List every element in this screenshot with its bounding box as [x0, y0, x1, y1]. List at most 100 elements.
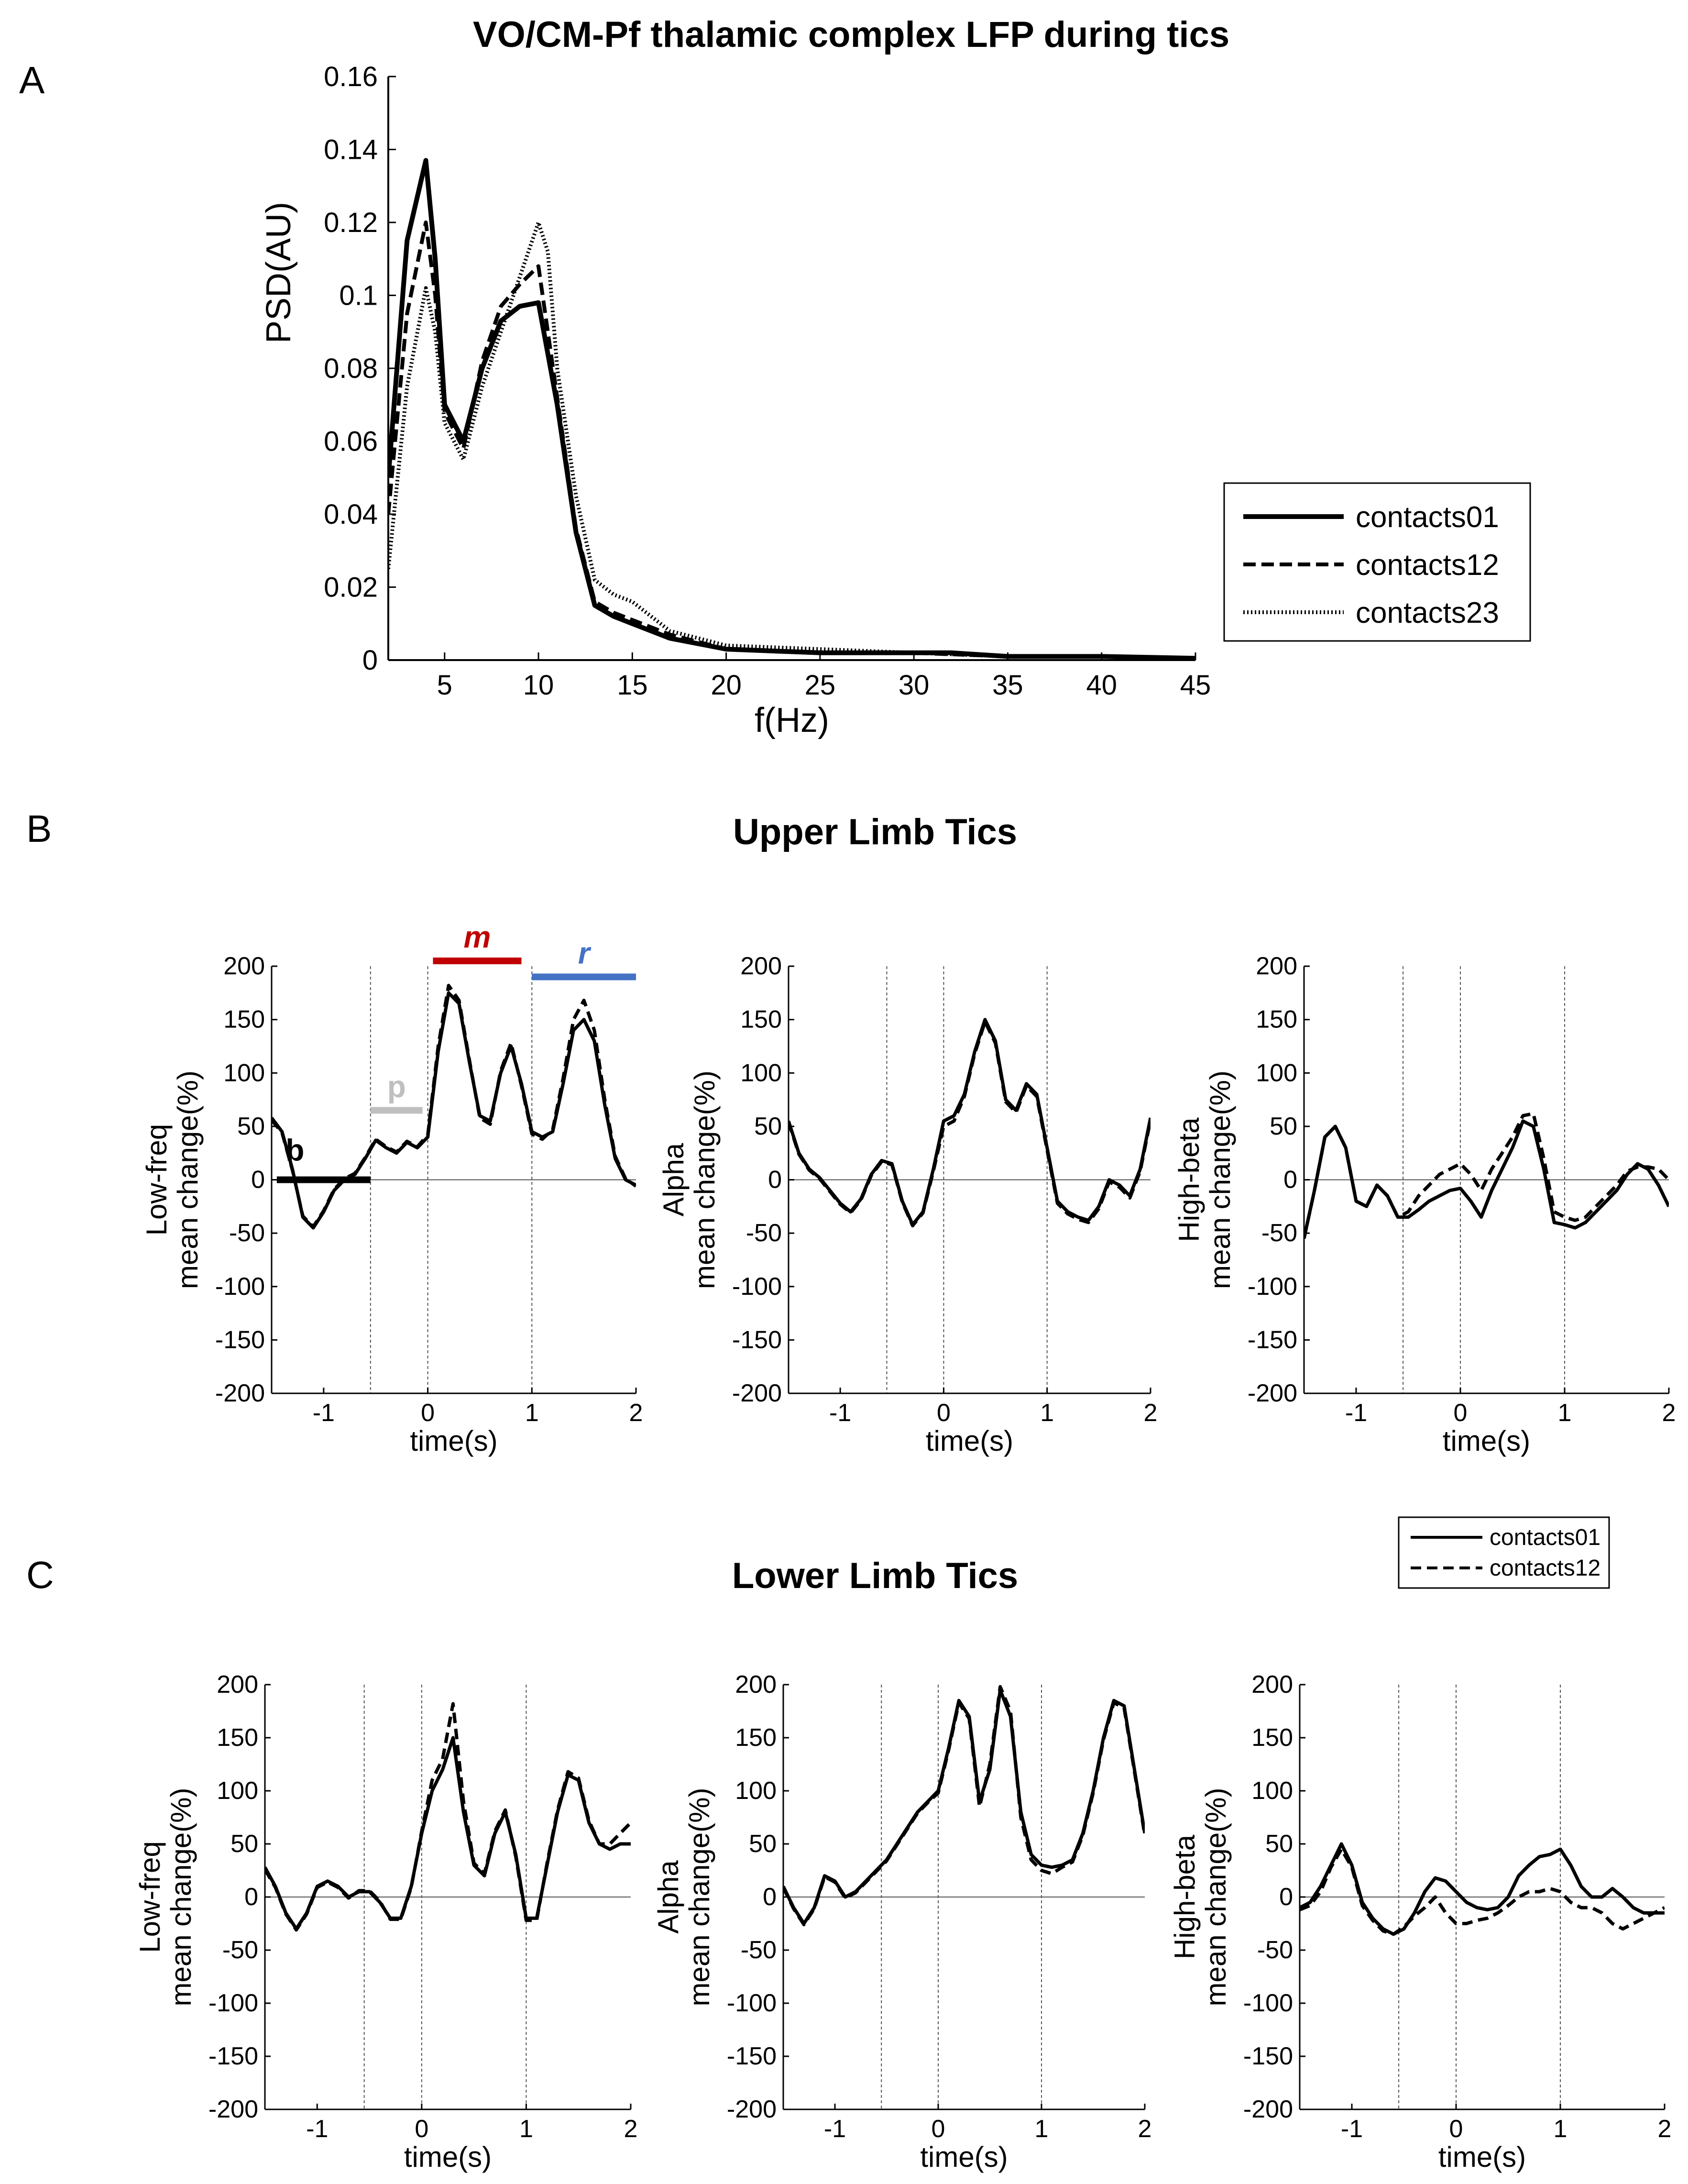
series-line-contacts12-dashed [789, 1020, 1151, 1227]
y-tick-label: 0 [1283, 1166, 1297, 1194]
y-tick-label: 0.02 [324, 572, 378, 603]
series-line-contacts01-solid [1304, 1119, 1669, 1239]
y-tick-label: -100 [727, 1989, 777, 2017]
panel-letter-c: C [26, 1554, 54, 1596]
y-tick-label: 0 [1279, 1883, 1293, 1911]
x-tick-label: 0 [1454, 1399, 1468, 1427]
panel-letter-b: B [26, 807, 52, 850]
y-axis-label-line1: Low-freq [134, 1841, 166, 1952]
x-tick-label: 0 [415, 2115, 428, 2143]
legend-box [1223, 482, 1531, 642]
x-tick-label: 15 [617, 670, 648, 701]
x-axis-label: time(s) [926, 1425, 1013, 1457]
y-axis-label-line1: Alpha [658, 1143, 690, 1216]
y-tick-label: -50 [1261, 1219, 1297, 1247]
y-axis-label-line2: mean change(%) [689, 1070, 721, 1289]
chart-lower-alpha: -200 -150 -100 -50 0 50 100 150 200 -1 0 1 2 time(s) A… [652, 1671, 1151, 2173]
y-tick-label: 150 [1251, 1724, 1293, 1752]
y-tick-label: 100 [223, 1059, 265, 1087]
y-tick-label: -50 [222, 1936, 258, 1964]
series-line-contacts01-solid [265, 1736, 631, 1931]
chart-upper-alpha: -200 -150 -100 -50 0 50 100 150 200 -1 0 1 2 time(s) A… [658, 952, 1157, 1457]
x-tick-label: 1 [1558, 1399, 1572, 1427]
x-tick-label: 35 [992, 670, 1023, 701]
series-line-contacts12-dashed [272, 983, 636, 1229]
x-tick-label: -1 [306, 2115, 328, 2143]
legend-label-contacts12: contacts12 [1356, 549, 1499, 582]
phase-label-b: b [285, 1133, 304, 1168]
y-tick-label: -200 [215, 1379, 265, 1407]
y-tick-label: 50 [754, 1113, 782, 1140]
y-axis-label-line2: mean change(%) [1204, 1070, 1236, 1289]
series-line-contacts23-dotted [388, 221, 1195, 661]
y-axis-label-line2: mean change(%) [172, 1070, 204, 1289]
x-axis-label: time(s) [404, 2141, 492, 2173]
figure-title: VO/CM-Pf thalamic complex LFP during tic… [473, 14, 1229, 55]
x-tick-label: -1 [829, 1399, 851, 1427]
y-tick-label: 200 [1256, 952, 1297, 980]
x-tick-label: 2 [1658, 2115, 1672, 2143]
y-tick-label: 0 [251, 1166, 265, 1194]
y-axis-label-line1: Low-freq [141, 1124, 173, 1235]
x-tick-label: -1 [1341, 2115, 1363, 2143]
y-tick-label: -200 [732, 1379, 782, 1407]
y-tick-label: -200 [208, 2096, 258, 2123]
y-axis-label-line2: mean change(%) [1200, 1788, 1232, 2007]
x-tick-label: -1 [1345, 1399, 1367, 1427]
series-line-contacts12-dashed [265, 1702, 631, 1932]
x-axis-label: f(Hz) [755, 701, 829, 739]
y-tick-label: 0 [768, 1166, 782, 1194]
y-axis-label-line1: High-beta [1169, 1834, 1201, 1959]
y-tick-label: -100 [1243, 1989, 1293, 2017]
legend-label-contacts01: contacts01 [1490, 1525, 1600, 1550]
y-tick-label: 0.14 [324, 134, 378, 165]
chart-lower-highbeta: -200 -150 -100 -50 0 50 100 150 200 -1 0 1 2 time(s) H… [1169, 1516, 1672, 2173]
y-tick-label: 150 [735, 1724, 777, 1752]
y-tick-label: 0 [763, 1883, 777, 1911]
y-tick-label: -50 [746, 1219, 782, 1247]
x-axis-label: time(s) [1438, 2141, 1526, 2173]
y-tick-label: 150 [1256, 1006, 1297, 1034]
x-tick-label: 0 [937, 1399, 951, 1427]
x-tick-label: -1 [824, 2115, 846, 2143]
panel-letter-a: A [19, 59, 45, 101]
chart-upper-highbeta: -200 -150 -100 -50 0 50 100 150 200 -1 0 1 2 time(s) H… [1173, 952, 1676, 1457]
y-tick-label: 0.1 [339, 280, 378, 311]
y-tick-label: 200 [735, 1671, 777, 1699]
x-tick-label: 30 [899, 670, 930, 701]
section-title-lower: Lower Limb Tics [732, 1555, 1018, 1596]
y-tick-label: -150 [1243, 2042, 1293, 2070]
y-tick-label: 0.04 [324, 499, 378, 530]
y-tick-label: 150 [223, 1006, 265, 1034]
x-tick-label: 0 [1449, 2115, 1463, 2143]
x-tick-label: 45 [1180, 670, 1211, 701]
x-tick-label: 20 [711, 670, 742, 701]
y-tick-label: 50 [749, 1830, 777, 1858]
x-axis-label: time(s) [410, 1425, 497, 1457]
y-tick-label: -200 [727, 2096, 777, 2123]
y-tick-label: -100 [732, 1273, 782, 1301]
chart-lower-lowfreq: -200 -150 -100 -50 0 50 100 150 200 -1 0 1 2 time(s) L… [134, 1671, 637, 2173]
x-tick-label: 2 [1662, 1399, 1676, 1427]
y-tick-label: 50 [1270, 1113, 1297, 1140]
x-tick-label: 10 [523, 670, 554, 701]
y-tick-label: 200 [223, 952, 265, 980]
y-tick-label: -150 [732, 1326, 782, 1354]
x-tick-label: 1 [1035, 2115, 1049, 2143]
x-axis-label: time(s) [920, 2141, 1008, 2173]
y-tick-label: 0 [362, 645, 378, 676]
y-tick-label: 0.16 [324, 61, 378, 92]
phase-label-m: m [464, 920, 491, 954]
section-title-upper: Upper Limb Tics [733, 812, 1017, 852]
y-tick-label: 0.12 [324, 207, 378, 238]
y-tick-label: -150 [215, 1326, 265, 1354]
legend-box [1398, 1516, 1610, 1589]
y-axis-label-line2: mean change(%) [165, 1788, 197, 2007]
y-tick-label: -150 [1248, 1326, 1297, 1354]
y-tick-label: -50 [741, 1936, 777, 1964]
series-line-contacts01-solid [1300, 1842, 1665, 1936]
y-tick-label: 150 [740, 1006, 782, 1034]
y-tick-label: 50 [1265, 1830, 1293, 1858]
y-tick-label: 50 [237, 1113, 265, 1140]
